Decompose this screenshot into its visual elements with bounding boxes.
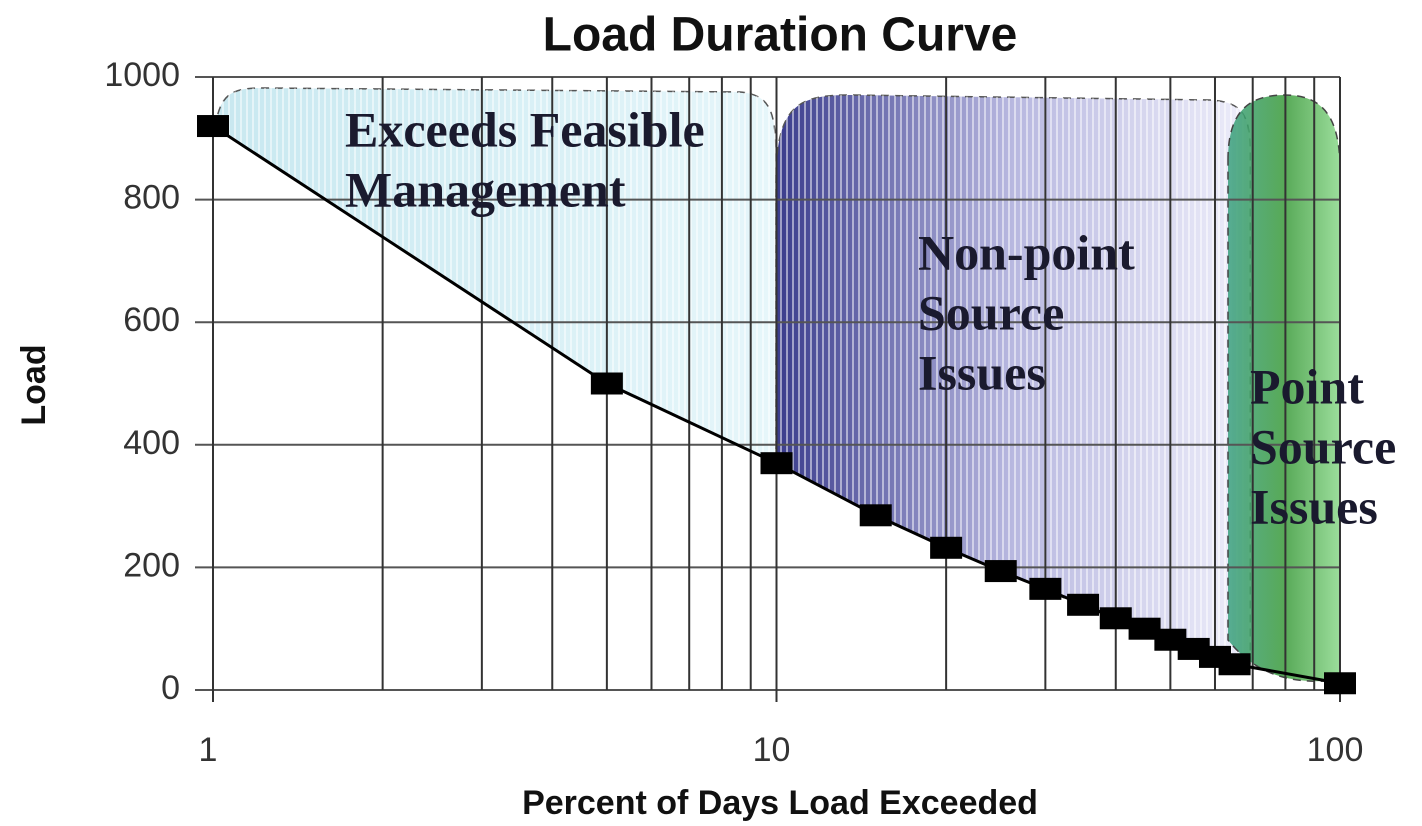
x-tick-label: 1 (199, 731, 218, 769)
x-tick-label: 10 (753, 731, 791, 769)
data-point (1099, 607, 1132, 630)
region-exceeds-stripes (215, 88, 776, 463)
annotation: Issues (918, 344, 1046, 400)
data-point (859, 504, 892, 527)
data-point (1029, 577, 1062, 600)
annotation: Management (345, 161, 626, 217)
region-nonpoint-stripes (776, 95, 1250, 668)
x-tick-label: 100 (1307, 731, 1364, 769)
data-point (930, 536, 963, 559)
y-axis-label: Load (15, 344, 53, 425)
annotation: Source (1250, 418, 1396, 474)
y-tick-label: 1000 (104, 56, 180, 94)
x-axis-label: Percent of Days Load Exceeded (522, 784, 1038, 822)
annotation: Exceeds Feasible (345, 101, 705, 157)
annotation: Non-point (918, 224, 1135, 280)
y-tick-label: 800 (123, 179, 180, 217)
region-point (1227, 94, 1341, 682)
data-point (1067, 593, 1100, 616)
y-tick-label: 600 (123, 301, 180, 339)
data-point (760, 452, 793, 475)
annotation: Issues (1250, 478, 1378, 534)
annotation: Source (918, 284, 1064, 340)
data-point (1218, 653, 1251, 676)
annotation: Point (1250, 358, 1364, 414)
regions (214, 87, 1341, 682)
data-point (1128, 617, 1161, 640)
y-tick-label: 0 (161, 669, 180, 707)
data-point (1324, 672, 1356, 695)
data-point (984, 560, 1017, 583)
y-tick-label: 400 (123, 424, 180, 462)
y-tick-label: 200 (123, 546, 180, 584)
chart-title: Load Duration Curve (543, 9, 1018, 62)
data-point (197, 115, 229, 138)
data-point (590, 372, 623, 395)
